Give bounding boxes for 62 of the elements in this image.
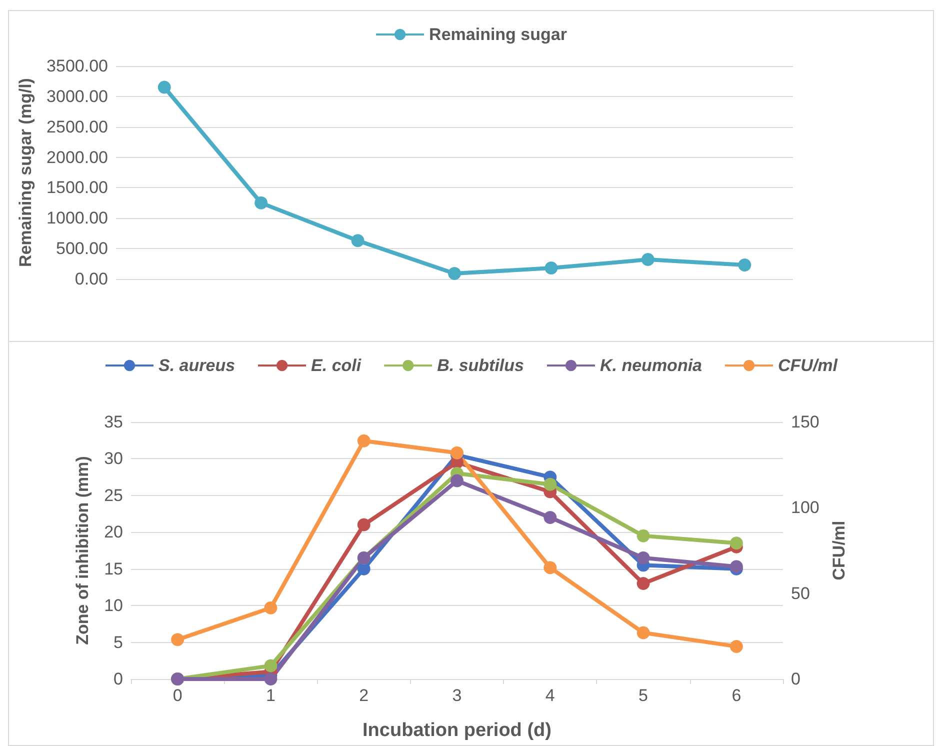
- y-tick-label: 10: [104, 596, 123, 616]
- x-tick-label: 1: [266, 686, 276, 705]
- point: [544, 510, 557, 524]
- point: [641, 253, 654, 266]
- point: [351, 234, 364, 248]
- point: [264, 672, 278, 686]
- point: [544, 561, 557, 574]
- y-tick-label: 2500.00: [46, 117, 108, 136]
- y-tick-label: 5: [114, 632, 123, 652]
- point: [448, 267, 461, 280]
- point: [357, 434, 370, 448]
- y-tick-label: 35: [104, 412, 123, 432]
- y-tick-label: 1500.00: [46, 178, 108, 198]
- x-tick-label: 0: [172, 686, 182, 705]
- x-tick-label: 6: [732, 686, 742, 705]
- legend-label: B. subtilus: [437, 356, 524, 375]
- x-tick-label: 4: [545, 686, 555, 705]
- y-tick-label: 1000.00: [46, 208, 108, 228]
- point: [171, 633, 184, 646]
- point: [544, 262, 558, 275]
- y2-axis-title: CFU/ml: [829, 520, 848, 580]
- legend-label: CFU/ml: [778, 356, 839, 375]
- y-tick-label: 30: [104, 449, 123, 468]
- point: [357, 562, 370, 576]
- x-tick-label: 5: [638, 686, 648, 705]
- legend-label: S. aureus: [158, 356, 236, 375]
- y2-tick-label: 150: [791, 412, 820, 432]
- x-tick-label: 3: [452, 686, 462, 705]
- point: [636, 626, 650, 640]
- point: [264, 659, 278, 672]
- y2-tick-label: 0: [791, 670, 800, 688]
- x-axis-title: Incubation period (d): [362, 720, 552, 741]
- point: [636, 529, 650, 542]
- y-tick-label: 2000.00: [46, 148, 108, 167]
- y-tick-label: 20: [104, 522, 123, 542]
- point: [254, 196, 268, 210]
- point: [450, 474, 464, 488]
- y2-tick-label: 100: [791, 498, 820, 518]
- y-tick-label: 0.00: [74, 270, 108, 288]
- y-tick-label: 0: [114, 670, 123, 688]
- y-tick-label: 3000.00: [46, 86, 108, 106]
- legend-label: E. coli: [311, 356, 362, 375]
- x-tick-label: 2: [359, 686, 369, 705]
- legend-label: K. neumonia: [600, 356, 702, 375]
- y-tick-label: 25: [104, 486, 123, 505]
- point: [158, 80, 171, 94]
- point: [730, 640, 743, 653]
- y-tick-label: 500.00: [56, 239, 108, 258]
- y-axis-title: Remaining sugar (mg/l): [16, 78, 35, 267]
- y-tick-label: 15: [104, 559, 123, 578]
- y-tick-label: 3500.00: [46, 56, 108, 76]
- point: [357, 518, 370, 532]
- point: [636, 577, 650, 590]
- y-axis-title: Zone of inhibition (mm): [73, 456, 92, 645]
- point: [636, 551, 650, 564]
- point: [264, 601, 278, 614]
- point: [738, 258, 752, 272]
- point: [450, 446, 464, 460]
- point: [544, 478, 557, 491]
- y2-tick-label: 50: [791, 584, 810, 603]
- point: [730, 536, 743, 550]
- legend-label: Remaining sugar: [429, 25, 568, 44]
